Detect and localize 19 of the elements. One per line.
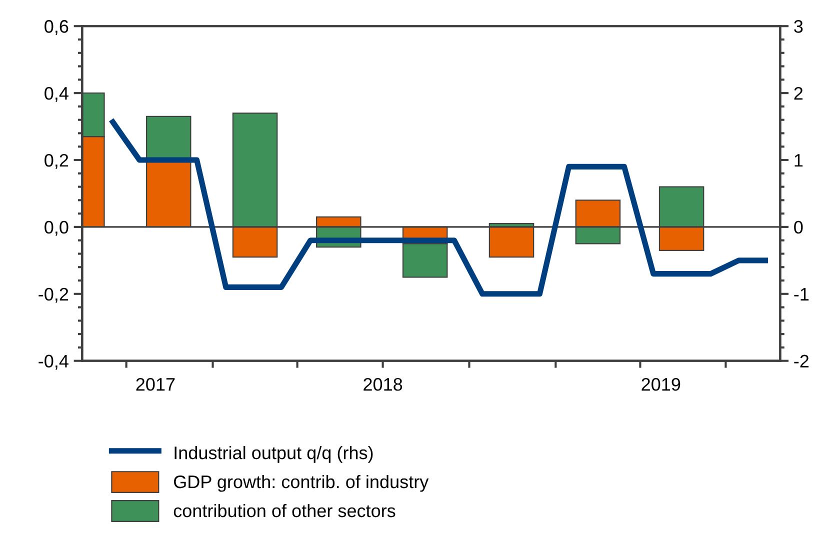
- y2-tick-label: 2: [794, 86, 803, 100]
- y-tick-label: -0,4: [38, 354, 68, 370]
- y-tick-label: 0,6: [44, 20, 68, 35]
- legend-label: contribution of other sectors: [174, 504, 396, 518]
- y2-tick-label: -2: [794, 354, 809, 368]
- y-tick-label: 0,0: [44, 220, 68, 236]
- x-tick-label: 2018: [364, 378, 402, 391]
- y2-tick-label: 1: [794, 154, 803, 167]
- y-tick-label: 0,2: [44, 154, 68, 169]
- y2-tick-label: 3: [794, 20, 803, 33]
- legend-label: Industrial output q/q (rhs): [174, 446, 373, 463]
- y-tick-label: 0,4: [44, 86, 68, 102]
- y2-tick-label: 0: [794, 220, 803, 234]
- legend-label: GDP growth: contrib. of industry: [174, 474, 429, 492]
- x-tick-label: 2019: [642, 378, 680, 391]
- y-tick-label: -0,2: [38, 288, 68, 303]
- x-tick-label: 2017: [136, 378, 175, 391]
- y2-tick-label: -1: [794, 288, 809, 300]
- bar: [402, 243, 448, 278]
